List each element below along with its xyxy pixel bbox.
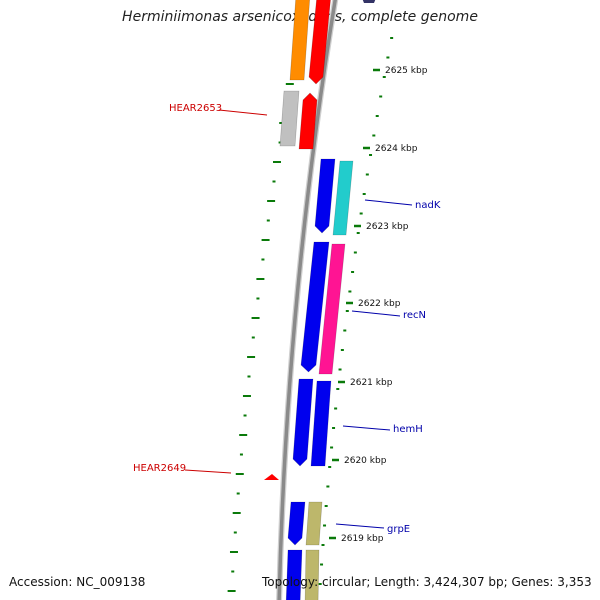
accession-label: Accession: NC_009138 [9, 575, 146, 589]
gene-blue-bottom [285, 549, 303, 600]
gene-pink-recn [318, 243, 346, 375]
gene-leader-line [351, 310, 401, 317]
gene-red-hear2653 [298, 92, 318, 150]
gene-label: HEAR2649 [133, 463, 186, 474]
kbp-label: 2621 kbp [350, 378, 393, 388]
gene-navy-edge [362, 0, 376, 3]
backbone-arc [277, 0, 337, 600]
topology-label: Topology: circular; Length: 3,424,307 bp… [262, 575, 592, 589]
gene-leader-line [364, 199, 413, 206]
gene-orange [289, 0, 310, 81]
gene-blue-grpe [287, 501, 306, 546]
gene-leader-line [184, 469, 232, 474]
gene-label: recN [403, 310, 426, 321]
kbp-label: 2623 kbp [366, 222, 409, 232]
gene-red-top [308, 0, 331, 85]
gene-blue-recn-a [300, 241, 330, 373]
gene-blue-1 [314, 158, 336, 234]
gene-label: grpE [387, 524, 410, 535]
gene-label: nadK [415, 200, 441, 211]
gene-cyan-nadk [332, 160, 354, 236]
gene-gray [279, 90, 300, 147]
gene-leader-line [342, 425, 391, 431]
kbp-label: 2620 kbp [344, 456, 387, 466]
gene-khaki-grpe [305, 501, 323, 546]
kbp-label: 2625 kbp [385, 66, 428, 76]
gene-khaki-bottom [304, 549, 320, 600]
kbp-label: 2624 kbp [375, 144, 418, 154]
gene-label: HEAR2653 [169, 103, 222, 114]
gene-blue-hemh-a [292, 378, 314, 467]
kbp-label: 2622 kbp [358, 299, 401, 309]
gene-red-hear2649 [264, 474, 279, 480]
kbp-label: 2619 kbp [341, 534, 384, 544]
gene-leader-line [335, 523, 385, 529]
gene-label: hemH [393, 424, 423, 435]
gene-leader-line [218, 109, 268, 116]
gene-blue-hemh-b [310, 380, 332, 467]
